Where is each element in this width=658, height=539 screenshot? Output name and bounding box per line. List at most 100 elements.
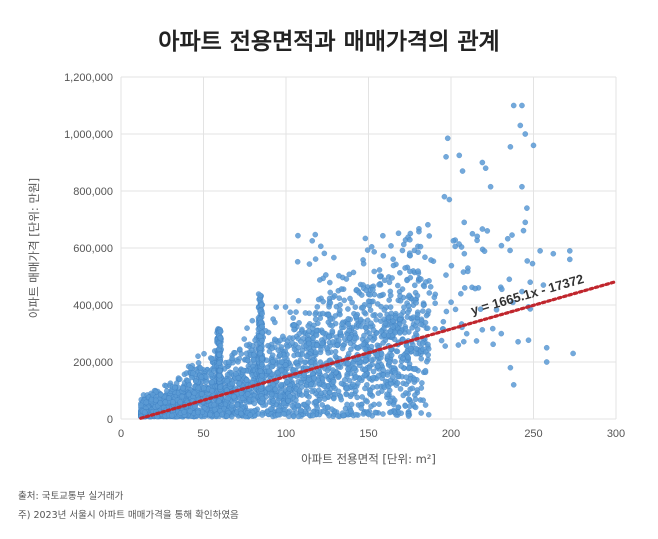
data-point [257, 368, 264, 374]
data-point [389, 374, 396, 380]
data-point [392, 358, 398, 365]
data-point [186, 382, 193, 388]
data-point [250, 356, 257, 363]
data-point [181, 409, 188, 415]
data-point [374, 363, 381, 370]
data-point [362, 357, 369, 363]
x-tick-label: 50 [197, 428, 209, 440]
data-point [317, 243, 324, 250]
data-point [413, 299, 419, 306]
data-point [345, 350, 352, 357]
data-point [425, 221, 431, 228]
data-point [273, 304, 279, 310]
data-point [236, 380, 242, 387]
data-point [312, 311, 319, 318]
data-point [510, 381, 517, 388]
data-point [507, 144, 514, 150]
data-point [388, 243, 394, 249]
data-point [431, 294, 438, 301]
data-point [370, 287, 376, 293]
data-point [405, 309, 411, 316]
data-point [427, 284, 434, 290]
data-point [510, 299, 516, 306]
data-point [336, 295, 343, 301]
data-point [362, 235, 369, 242]
data-point [461, 219, 468, 226]
data-point [474, 233, 481, 240]
data-point [287, 309, 294, 316]
data-point [278, 367, 285, 374]
data-point [198, 374, 205, 380]
data-point [337, 394, 344, 400]
data-point [378, 328, 384, 335]
data-point [479, 327, 486, 333]
data-point [190, 370, 196, 377]
data-point [540, 282, 547, 288]
data-point [313, 342, 320, 349]
data-point [244, 391, 251, 397]
data-point [380, 252, 387, 259]
data-point [324, 404, 331, 411]
data-point [377, 312, 383, 319]
data-point [350, 381, 356, 388]
data-point [199, 391, 205, 397]
data-point [380, 367, 387, 373]
data-point [550, 250, 557, 257]
data-point [399, 247, 406, 254]
data-point [318, 390, 324, 397]
data-point [217, 367, 223, 374]
data-point [209, 387, 215, 394]
data-point [407, 268, 413, 275]
data-point [425, 341, 431, 348]
y-tick-label: 0 [107, 414, 113, 426]
data-point [387, 398, 394, 404]
data-point [326, 333, 332, 340]
data-point [266, 368, 272, 375]
data-point [364, 337, 371, 343]
data-point [341, 297, 348, 304]
data-point [313, 332, 320, 339]
data-point [567, 256, 573, 263]
data-point [201, 385, 207, 391]
data-point [238, 410, 244, 417]
data-point [397, 298, 404, 304]
data-point [412, 404, 419, 411]
data-point [335, 374, 342, 381]
data-point [407, 345, 414, 352]
data-point [317, 315, 324, 322]
data-point [295, 297, 302, 304]
data-point [291, 326, 297, 333]
data-point [336, 337, 342, 344]
data-point [380, 411, 386, 417]
data-point [276, 352, 283, 358]
data-point [477, 306, 484, 312]
data-point [395, 230, 402, 237]
data-point [312, 231, 319, 238]
y-axis-label: 아파트 매매가격 [단위: 만원] [27, 178, 41, 318]
data-point [506, 276, 513, 283]
data-point [314, 405, 321, 411]
data-point [414, 292, 421, 299]
data-point [499, 286, 505, 293]
data-point [398, 312, 404, 318]
data-point [244, 325, 250, 331]
data-point [257, 350, 264, 356]
data-point [336, 272, 342, 279]
data-point [426, 290, 433, 296]
data-point [520, 227, 527, 234]
data-point [334, 342, 341, 348]
data-point [229, 380, 236, 387]
data-point [395, 373, 401, 380]
data-point [312, 256, 319, 262]
data-point [358, 292, 365, 298]
data-point [195, 409, 201, 416]
data-point [382, 320, 389, 327]
data-point [364, 247, 371, 253]
data-point [416, 228, 422, 235]
data-point [403, 374, 409, 380]
data-point [365, 298, 372, 305]
data-point [295, 344, 302, 351]
data-point [326, 303, 332, 310]
data-point [302, 310, 309, 316]
data-point [403, 390, 409, 396]
